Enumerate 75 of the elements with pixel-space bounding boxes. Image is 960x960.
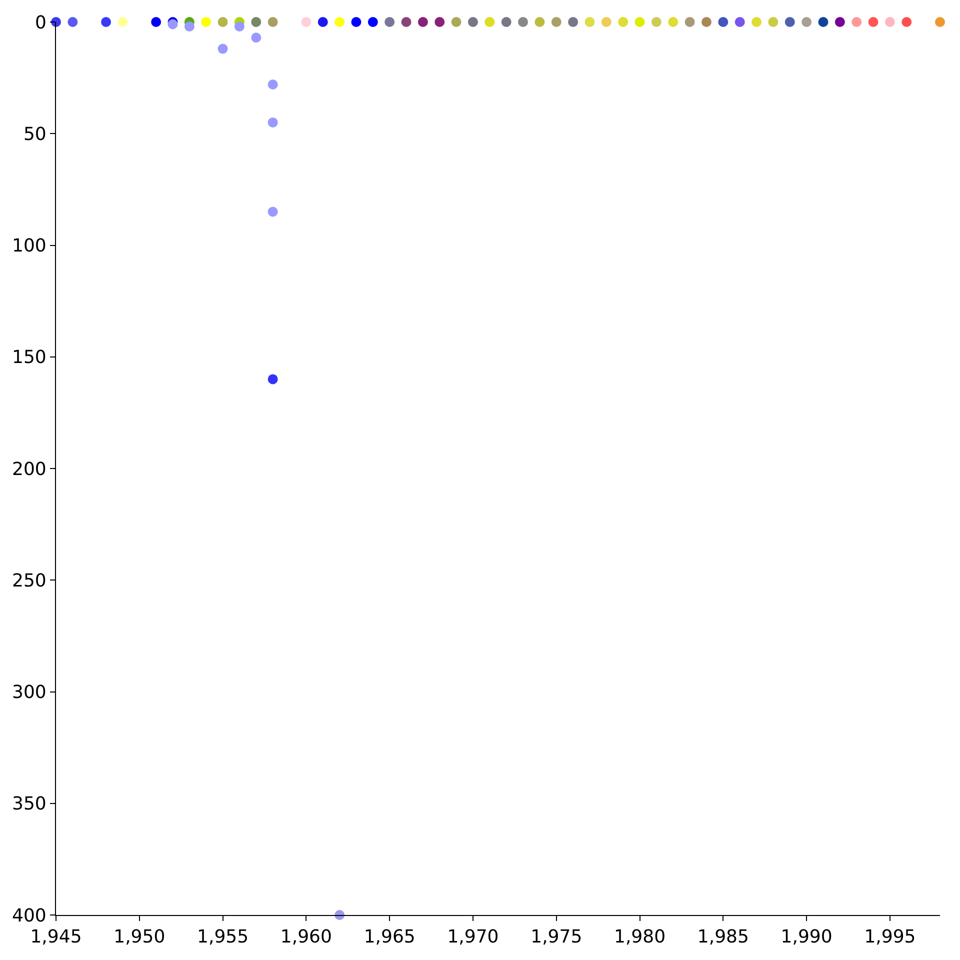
point <box>834 17 845 27</box>
point <box>534 17 545 27</box>
point <box>451 17 462 27</box>
x-tick-label: 1,995 <box>864 926 916 948</box>
point <box>418 17 428 27</box>
point <box>268 206 278 217</box>
point <box>184 21 194 32</box>
x-tick-label: 1,990 <box>780 926 832 948</box>
point <box>818 17 828 27</box>
point <box>334 17 345 27</box>
y-tick-label: 400 <box>12 905 46 926</box>
x-tick-label: 1,955 <box>197 926 249 948</box>
point <box>734 17 745 27</box>
point <box>668 17 678 27</box>
point <box>318 17 328 27</box>
point <box>584 17 595 27</box>
point <box>701 17 712 27</box>
point <box>368 17 378 27</box>
point <box>151 17 162 27</box>
x-tick-label: 1,980 <box>614 926 666 948</box>
point <box>634 17 645 27</box>
point <box>218 44 228 54</box>
point <box>351 17 362 27</box>
point <box>484 17 495 27</box>
point <box>935 17 945 27</box>
y-tick-label: 350 <box>12 794 46 815</box>
point <box>168 19 178 30</box>
point <box>651 17 662 27</box>
point <box>902 17 912 27</box>
point <box>101 17 112 27</box>
point <box>68 17 78 27</box>
point <box>518 17 528 27</box>
point <box>802 17 812 27</box>
point <box>618 17 628 27</box>
point <box>501 17 512 27</box>
point <box>118 17 128 27</box>
point <box>752 17 762 27</box>
point <box>301 17 312 27</box>
x-tick-label: 1,945 <box>30 926 82 948</box>
point <box>568 17 578 27</box>
x-tick-label: 1,960 <box>280 926 332 948</box>
x-tick-label: 1,950 <box>114 926 166 948</box>
point <box>384 17 395 27</box>
y-tick-label: 100 <box>12 236 46 257</box>
x-tick-label: 1,970 <box>447 926 499 948</box>
point <box>601 17 612 27</box>
point <box>268 117 278 128</box>
x-tick-label: 1,965 <box>364 926 416 948</box>
point <box>234 21 244 32</box>
y-tick-label: 50 <box>23 124 46 145</box>
y-tick-label: 200 <box>12 458 46 480</box>
point <box>551 17 562 27</box>
point <box>268 80 278 90</box>
point <box>852 17 862 27</box>
point <box>434 17 445 27</box>
point <box>768 17 778 27</box>
y-tick-label: 250 <box>12 570 46 592</box>
point <box>268 17 278 27</box>
y-tick-label: 150 <box>12 347 46 368</box>
point <box>868 17 878 27</box>
point <box>401 17 412 27</box>
point <box>468 17 478 27</box>
y-tick-label: 0 <box>34 12 46 34</box>
point <box>884 17 895 27</box>
point <box>718 17 728 27</box>
y-tick-label: 300 <box>12 682 46 704</box>
point <box>268 374 278 384</box>
point <box>684 17 695 27</box>
point <box>218 17 228 27</box>
point <box>251 17 262 27</box>
x-tick-label: 1,985 <box>697 926 749 948</box>
point <box>784 17 795 27</box>
x-tick-label: 1,975 <box>530 926 582 948</box>
point <box>201 17 212 27</box>
point <box>251 32 262 43</box>
